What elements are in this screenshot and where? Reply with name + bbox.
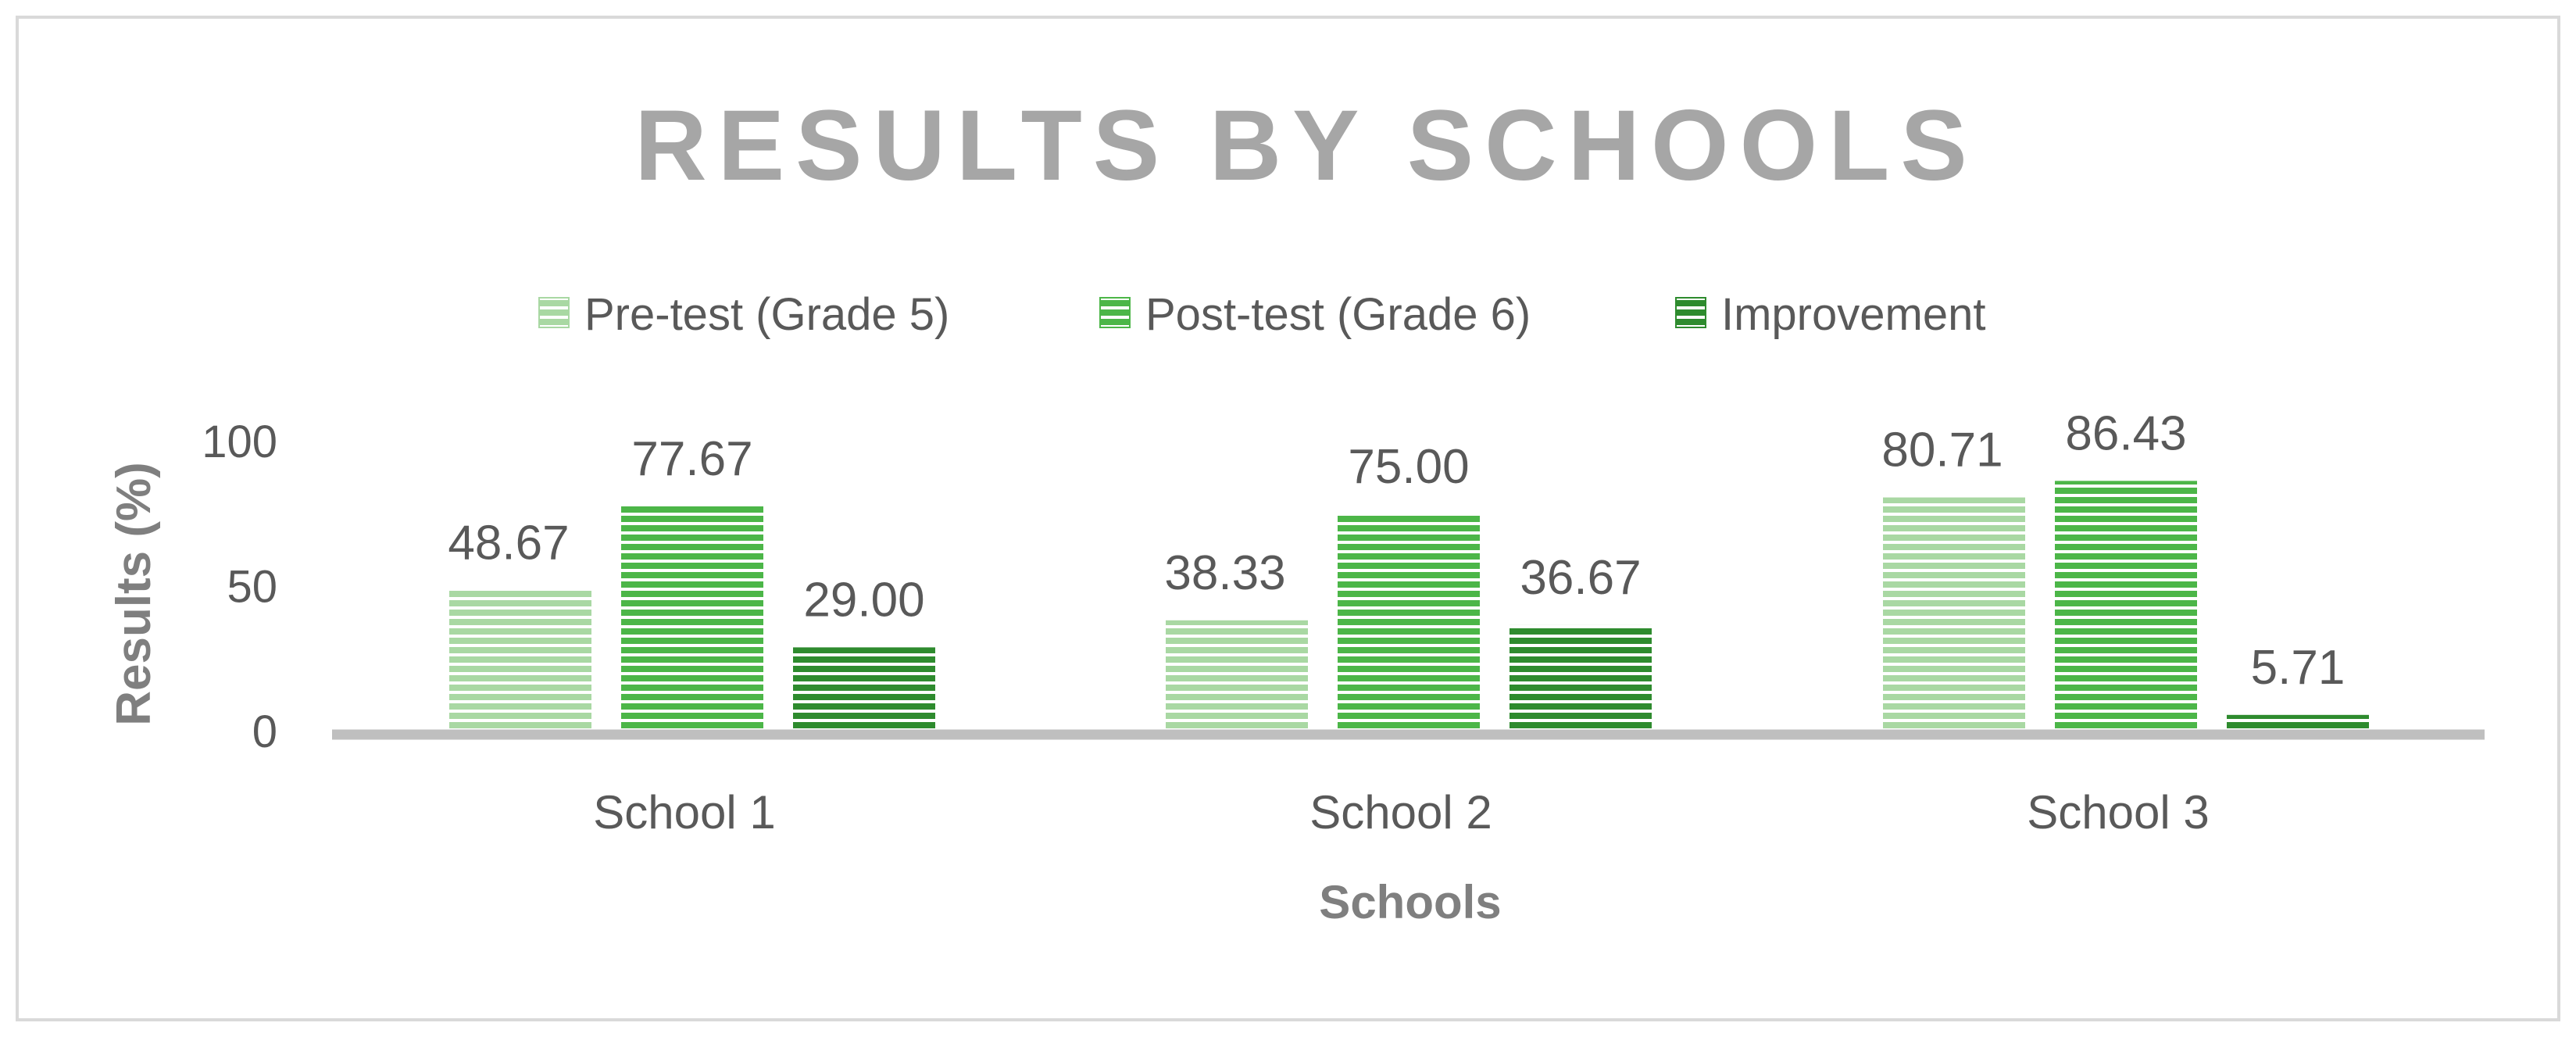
data-label-school-3-post-test-grade-6: 86.43 — [2065, 406, 2186, 460]
x-axis-title: Schools — [1319, 876, 1501, 928]
data-label-school-2-pre-test-grade-5: 38.33 — [1164, 546, 1285, 600]
data-label-school-3-pre-test-grade-5: 80.71 — [1881, 424, 2003, 477]
data-label-school-1-pre-test-grade-5: 48.67 — [448, 516, 569, 570]
bar-school-3-pre-test-grade-5 — [1883, 497, 2025, 731]
data-labels: 48.67 77.67 29.00 38.33 75.00 36.67 80.71 86.43… — [448, 406, 2345, 694]
data-label-school-3-improvement: 5.71 — [2251, 641, 2346, 695]
chart-title: RESULTS BY SCHOOLS — [634, 90, 1978, 202]
bar-school-3-improvement — [2227, 714, 2369, 731]
data-label-school-1-post-test-grade-6: 77.67 — [631, 432, 752, 486]
y-axis-tick-labels: 0 50 100 — [202, 417, 277, 757]
bar-school-2-improvement — [1510, 624, 1652, 731]
bars — [449, 481, 2369, 731]
bar-school-2-post-test-grade-6 — [1338, 513, 1480, 731]
legend-swatch-improvement — [1675, 297, 1706, 328]
legend-swatch-post-test-grade-6 — [1099, 297, 1131, 328]
data-label-school-2-post-test-grade-6: 75.00 — [1348, 440, 1469, 494]
bar-school-3-post-test-grade-6 — [2055, 481, 2197, 731]
data-label-school-2-improvement: 36.67 — [1520, 551, 1641, 605]
y-axis-title: Results (%) — [107, 462, 161, 726]
legend-label-pre-test-grade-5: Pre-test (Grade 5) — [584, 289, 949, 340]
x-axis-tick-labels: School 1 School 2 School 3 — [593, 786, 2210, 839]
legend-label-improvement: Improvement — [1721, 289, 1985, 340]
bar-school-1-improvement — [793, 647, 935, 731]
data-label-school-1-improvement: 29.00 — [803, 573, 924, 627]
y-tick-label: 100 — [202, 417, 277, 467]
y-tick-label: 0 — [252, 706, 277, 757]
x-tick-label-school-1: School 1 — [593, 786, 776, 839]
y-tick-label: 50 — [227, 562, 277, 613]
legend: Pre-test (Grade 5) Post-test (Grade 6) Imp… — [538, 289, 1985, 340]
bar-school-2-pre-test-grade-5 — [1166, 620, 1308, 731]
bar-school-1-pre-test-grade-5 — [449, 590, 591, 731]
x-tick-label-school-2: School 2 — [1309, 786, 1492, 839]
bar-school-1-post-test-grade-6 — [621, 506, 763, 731]
x-tick-label-school-3: School 3 — [2027, 786, 2210, 839]
legend-label-post-test-grade-6: Post-test (Grade 6) — [1145, 289, 1531, 340]
legend-swatch-pre-test-grade-5 — [538, 297, 570, 328]
